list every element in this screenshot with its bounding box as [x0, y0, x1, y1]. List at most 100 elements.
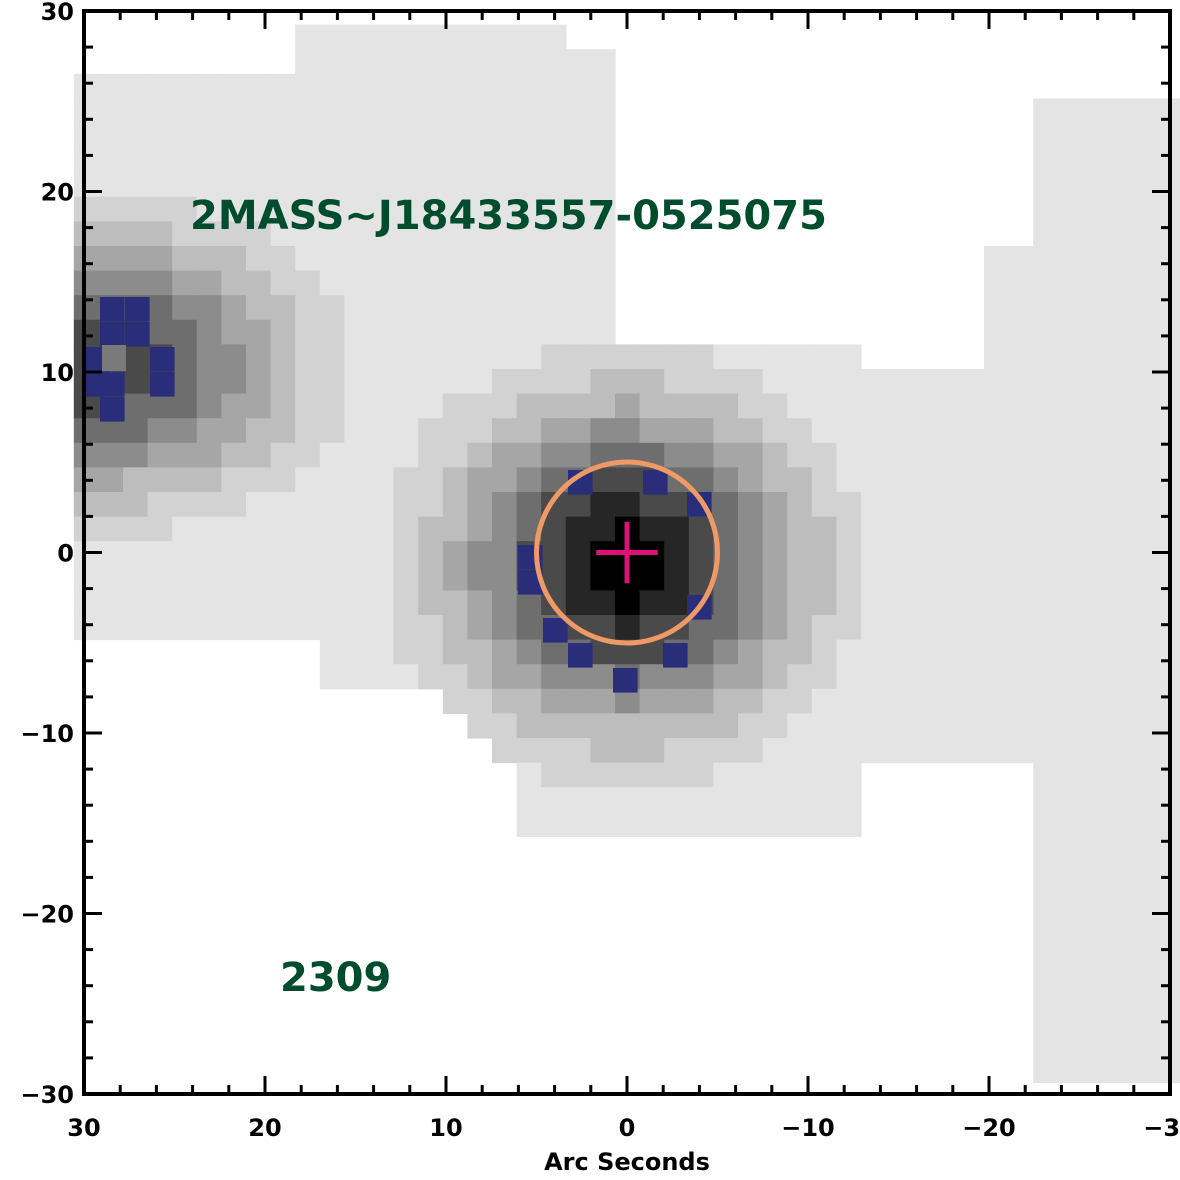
image-pixel	[1057, 369, 1083, 395]
image-pixel	[541, 49, 567, 75]
image-pixel	[1008, 295, 1034, 321]
image-pixel	[1082, 861, 1108, 887]
image-pixel	[639, 713, 665, 739]
image-pixel	[1033, 934, 1059, 960]
image-pixel	[811, 369, 837, 395]
image-pixel	[664, 492, 690, 518]
image-pixel	[492, 24, 518, 50]
image-pixel	[442, 492, 468, 518]
image-pixel	[861, 516, 887, 542]
image-pixel	[319, 664, 345, 690]
image-pixel	[984, 738, 1010, 764]
image-pixel	[516, 147, 542, 173]
image-pixel	[270, 565, 296, 591]
image-pixel	[615, 688, 641, 714]
image-pixel	[73, 123, 99, 149]
image-pixel	[393, 344, 419, 370]
image-pixel	[172, 418, 198, 444]
image-pixel	[541, 295, 567, 321]
image-pixel	[196, 590, 222, 616]
image-pixel	[516, 442, 542, 468]
image-pixel	[516, 787, 542, 813]
image-pixel	[369, 196, 395, 222]
image-pixel	[369, 516, 395, 542]
image-pixel	[541, 246, 567, 272]
image-pixel	[147, 492, 173, 518]
image-pixel	[664, 762, 690, 788]
image-pixel	[442, 615, 468, 641]
image-pixel	[442, 221, 468, 247]
image-pixel	[934, 639, 960, 665]
image-pixel	[369, 467, 395, 493]
image-pixel	[172, 467, 198, 493]
image-pixel	[246, 295, 272, 321]
image-pixel	[344, 98, 370, 124]
image-pixel	[1107, 738, 1133, 764]
image-pixel	[295, 590, 321, 616]
image-pixel	[762, 369, 788, 395]
image-pixel	[1033, 885, 1059, 911]
image-pixel	[344, 196, 370, 222]
image-pixel	[713, 738, 739, 764]
image-pixel	[787, 492, 813, 518]
image-pixel	[1057, 615, 1083, 641]
image-pixel	[123, 73, 149, 99]
image-pixel	[934, 541, 960, 567]
image-pixel	[516, 24, 542, 50]
image-pixel	[565, 713, 591, 739]
image-pixel	[590, 73, 616, 99]
image-pixel	[270, 541, 296, 567]
image-pixel	[196, 98, 222, 124]
image-pixel	[172, 172, 198, 198]
image-pixel	[172, 246, 198, 272]
image-pixel	[639, 369, 665, 395]
image-pixel	[295, 221, 321, 247]
image-pixel	[861, 442, 887, 468]
image-pixel	[1057, 639, 1083, 665]
image-pixel	[172, 196, 198, 222]
image-pixel	[492, 319, 518, 345]
image-pixel	[295, 24, 321, 50]
image-pixel	[1033, 615, 1059, 641]
image-pixel	[1057, 861, 1083, 887]
image-pixel	[959, 467, 985, 493]
image-pixel	[861, 688, 887, 714]
image-pixel	[344, 270, 370, 296]
image-pixel	[984, 565, 1010, 591]
image-pixel	[1107, 688, 1133, 714]
image-pixel	[1082, 123, 1108, 149]
image-pixel	[1107, 172, 1133, 198]
image-pixel	[516, 664, 542, 690]
image-pixel	[418, 442, 444, 468]
image-pixel	[664, 369, 690, 395]
image-pixel	[1107, 1033, 1133, 1059]
image-pixel	[1131, 639, 1157, 665]
image-pixel	[885, 467, 911, 493]
image-pixel	[1131, 221, 1157, 247]
image-pixel	[221, 369, 247, 395]
image-pixel	[246, 246, 272, 272]
image-pixel	[861, 369, 887, 395]
image-pixel	[344, 442, 370, 468]
image-pixel	[246, 492, 272, 518]
image-pixel	[344, 123, 370, 149]
image-pixel	[910, 713, 936, 739]
image-pixel	[393, 565, 419, 591]
image-pixel	[492, 196, 518, 222]
image-pixel	[196, 344, 222, 370]
image-pixel	[1057, 393, 1083, 419]
image-pixel	[221, 467, 247, 493]
image-pixel	[98, 492, 124, 518]
image-pixel	[369, 565, 395, 591]
image-pixel	[1057, 344, 1083, 370]
image-pixel	[467, 49, 493, 75]
image-pixel	[984, 369, 1010, 395]
image-pixel	[1082, 196, 1108, 222]
image-pixel	[172, 73, 198, 99]
image-pixel	[762, 762, 788, 788]
image-pixel	[861, 590, 887, 616]
image-pixel	[73, 418, 99, 444]
image-pixel	[541, 393, 567, 419]
image-pixel	[1082, 639, 1108, 665]
image-pixel	[1107, 442, 1133, 468]
